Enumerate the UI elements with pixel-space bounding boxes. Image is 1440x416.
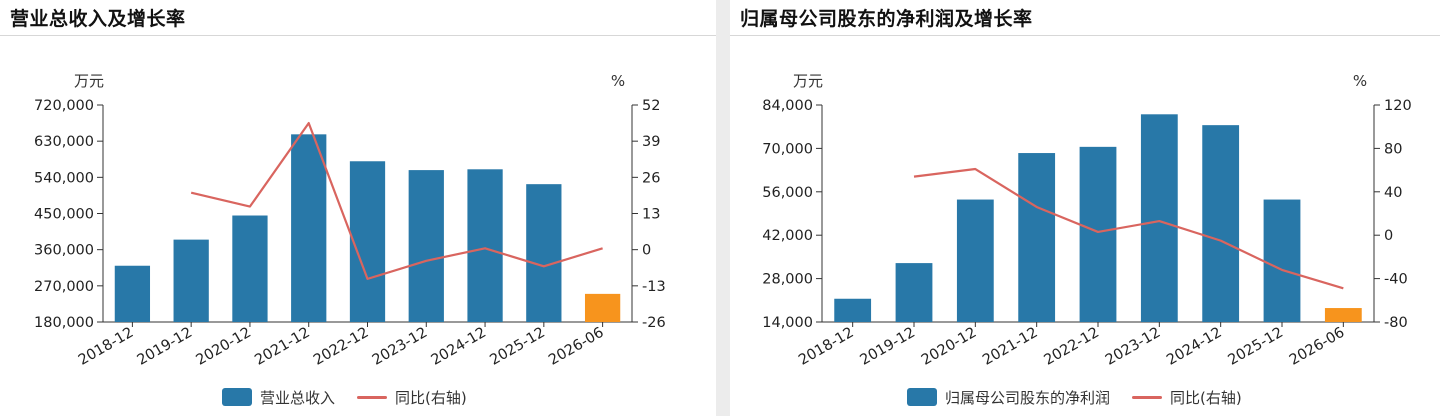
x-tick-label: 2023-12 — [370, 325, 430, 369]
x-tick-label: 2023-12 — [1103, 325, 1163, 369]
x-tick-label: 2019-12 — [135, 325, 195, 369]
bar — [895, 263, 933, 322]
y-axis-left-unit: 万元 — [793, 72, 823, 90]
bar — [291, 134, 327, 322]
y-tick-label-right: 80 — [1384, 141, 1402, 157]
title-divider — [730, 35, 1440, 36]
y-tick-label-right: 26 — [642, 170, 660, 186]
y-tick-label-left: 720,000 — [34, 98, 94, 114]
y-tick-label-left: 28,000 — [762, 272, 813, 288]
net-profit-panel: 归属母公司股东的净利润及增长率 万元% 84,000 70,000 56,000 42,… — [730, 0, 1440, 416]
y-tick-label-left: 630,000 — [34, 134, 94, 150]
revenue-panel: 营业总收入及增长率 万元% 720,000 630,000 540,000 450,00… — [0, 0, 716, 416]
legend-line-swatch — [1132, 395, 1163, 399]
y-tick-label-left: 42,000 — [762, 228, 813, 244]
legend-label: 营业总收入 — [260, 388, 336, 407]
bar — [1324, 308, 1362, 322]
y-tick-label-left: 84,000 — [762, 98, 813, 114]
chart-legend: 归属母公司股东的净利润 同比(右轴) — [907, 386, 1242, 408]
net-profit-chart: 万元 % 84,000 70,000 56,000 42,000 28,000 14,000 1… — [762, 72, 1412, 369]
legend-label: 同比(右轴) — [395, 388, 467, 407]
chart-legend: 营业总收入 同比(右轴) — [222, 386, 467, 408]
bar — [956, 199, 994, 322]
legend-item-line[interactable]: 同比(右轴) — [357, 387, 467, 408]
x-tick-label: 2026-06 — [546, 325, 606, 369]
legend-bar-swatch — [222, 388, 252, 406]
bar — [232, 215, 268, 322]
y-axis-right-unit: % — [1353, 72, 1367, 90]
x-tick-label: 2022-12 — [1042, 325, 1102, 369]
panel-title: 归属母公司股东的净利润及增长率 — [740, 8, 1033, 30]
y-tick-label-left: 180,000 — [34, 315, 94, 331]
legend-label: 归属母公司股东的净利润 — [945, 388, 1111, 407]
y-tick-label-right: 0 — [642, 243, 651, 259]
revenue-chart: 万元 % 720,000 630,000 540,000 450,000 360,000 27… — [34, 72, 666, 369]
title-divider — [0, 35, 716, 36]
x-tick-label: 2026-06 — [1287, 325, 1347, 369]
x-tick-label: 2021-12 — [980, 325, 1040, 369]
x-tick-label: 2018-12 — [76, 325, 136, 369]
bar — [173, 239, 209, 322]
panel-title: 营业总收入及增长率 — [10, 8, 186, 30]
y-tick-label-left: 14,000 — [762, 315, 813, 331]
y-tick-label-left: 270,000 — [34, 279, 94, 295]
x-tick-label: 2020-12 — [193, 325, 253, 369]
x-tick-label: 2022-12 — [311, 325, 371, 369]
x-tick-label: 2024-12 — [1164, 325, 1224, 369]
y-tick-label-right: -13 — [642, 279, 666, 295]
y-tick-label-left: 360,000 — [34, 243, 94, 259]
y-tick-label-right: 40 — [1384, 185, 1402, 201]
y-tick-label-left: 56,000 — [762, 185, 813, 201]
legend-label: 同比(右轴) — [1170, 388, 1242, 407]
y-tick-label-right: -26 — [642, 315, 666, 331]
bar — [114, 265, 151, 322]
y-tick-label-left: 540,000 — [34, 170, 94, 186]
y-tick-label-right: 13 — [642, 207, 660, 223]
y-tick-label-right: 52 — [642, 98, 660, 114]
legend-item-bar[interactable]: 营业总收入 — [222, 387, 335, 408]
x-tick-label: 2021-12 — [252, 325, 312, 369]
x-tick-label: 2025-12 — [1226, 325, 1286, 369]
growth-line — [913, 167, 1344, 290]
y-tick-label-right: 39 — [642, 134, 660, 150]
y-axis-left-unit: 万元 — [74, 72, 104, 90]
y-axis-right-unit: % — [611, 72, 625, 90]
y-tick-label-right: 120 — [1384, 98, 1412, 114]
bar — [1202, 125, 1240, 323]
y-tick-label-right: -80 — [1384, 315, 1408, 331]
bar — [1263, 199, 1301, 322]
bar — [1018, 153, 1056, 322]
bar — [526, 184, 562, 322]
bar — [467, 169, 503, 322]
x-tick-label: 2019-12 — [858, 325, 918, 369]
legend-item-line[interactable]: 同比(右轴) — [1132, 387, 1242, 408]
bar — [408, 170, 444, 322]
legend-item-bar[interactable]: 归属母公司股东的净利润 — [907, 387, 1110, 408]
x-tick-label: 2024-12 — [429, 325, 489, 369]
y-tick-label-left: 70,000 — [762, 141, 813, 157]
y-tick-label-right: 0 — [1384, 228, 1393, 244]
legend-bar-swatch — [907, 388, 937, 406]
bar — [1079, 146, 1117, 322]
bar — [1140, 114, 1178, 322]
legend-line-swatch — [357, 395, 388, 399]
panel-divider — [716, 0, 730, 416]
x-tick-label: 2025-12 — [487, 325, 547, 369]
y-tick-label-left: 450,000 — [34, 207, 94, 223]
bar — [834, 298, 872, 322]
growth-line — [190, 121, 603, 280]
x-tick-label: 2018-12 — [796, 325, 856, 369]
bar — [349, 161, 386, 322]
bar — [584, 293, 621, 322]
x-tick-label: 2020-12 — [919, 325, 979, 369]
y-tick-label-right: -40 — [1384, 272, 1408, 288]
